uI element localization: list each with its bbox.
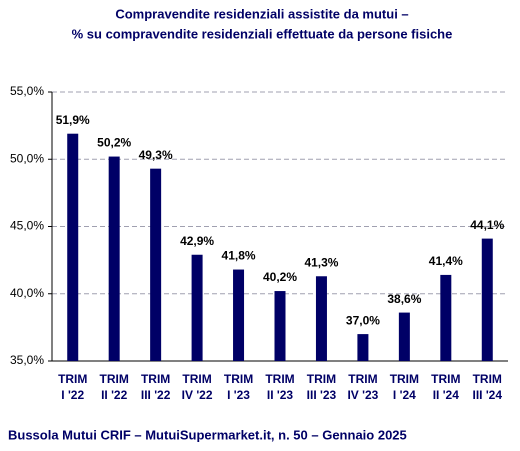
- x-tick-label: TRIM: [141, 372, 170, 386]
- x-tick-label: TRIM: [265, 372, 294, 386]
- y-tick-label: 50,0%: [10, 151, 44, 165]
- x-tick-label: IV '23: [347, 388, 378, 402]
- y-tick-label: 35,0%: [10, 353, 44, 367]
- x-tick-label: I '22: [61, 388, 84, 402]
- value-label: 40,2%: [263, 270, 297, 284]
- y-tick-label: 40,0%: [10, 286, 44, 300]
- bar: [150, 168, 162, 361]
- x-tick-label: TRIM: [224, 372, 253, 386]
- x-tick-label: III '24: [472, 388, 502, 402]
- x-tick-label: TRIM: [100, 372, 129, 386]
- value-label: 49,3%: [139, 148, 173, 162]
- x-tick-label: IV '22: [182, 388, 213, 402]
- bar: [108, 156, 120, 361]
- value-label: 41,8%: [222, 249, 256, 263]
- bar: [67, 133, 79, 361]
- bar: [233, 269, 245, 361]
- value-label: 42,9%: [180, 234, 214, 248]
- value-label: 41,3%: [304, 255, 338, 269]
- x-tick-label: II '23: [267, 388, 294, 402]
- x-tick-label: TRIM: [58, 372, 87, 386]
- x-tick-label: I '23: [227, 388, 250, 402]
- chart-title: Compravendite residenziali assistite da …: [115, 6, 408, 21]
- bar: [440, 274, 452, 361]
- y-tick-label: 55,0%: [10, 84, 44, 98]
- x-tick-label: II '22: [101, 388, 128, 402]
- value-label: 51,9%: [56, 113, 90, 127]
- value-label: 38,6%: [387, 292, 421, 306]
- bar: [274, 291, 286, 361]
- bar: [315, 276, 327, 361]
- x-tick-label: TRIM: [182, 372, 211, 386]
- y-tick-label: 45,0%: [10, 219, 44, 233]
- value-label: 41,4%: [429, 254, 463, 268]
- x-tick-label: TRIM: [307, 372, 336, 386]
- x-tick-label: III '22: [141, 388, 171, 402]
- x-tick-label: TRIM: [348, 372, 377, 386]
- bar: [398, 312, 410, 361]
- value-label: 37,0%: [346, 313, 380, 327]
- x-tick-label: TRIM: [431, 372, 460, 386]
- x-tick-label: I '24: [393, 388, 416, 402]
- bar: [357, 334, 369, 361]
- x-tick-label: TRIM: [390, 372, 419, 386]
- bar: [481, 238, 493, 361]
- chart-title: % su compravendite residenziali effettua…: [72, 26, 453, 41]
- x-tick-label: II '24: [433, 388, 460, 402]
- x-tick-label: TRIM: [473, 372, 502, 386]
- x-tick-label: III '23: [307, 388, 337, 402]
- value-label: 44,1%: [470, 218, 504, 232]
- bar: [191, 254, 203, 361]
- source: Bussola Mutui CRIF – MutuiSupermarket.it…: [8, 427, 407, 442]
- value-label: 50,2%: [97, 136, 131, 150]
